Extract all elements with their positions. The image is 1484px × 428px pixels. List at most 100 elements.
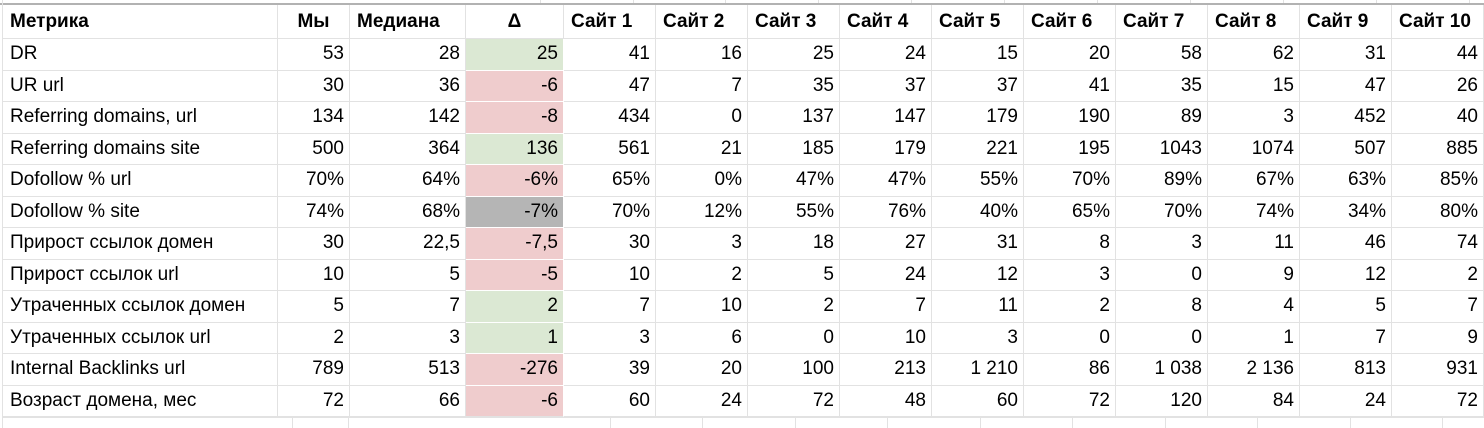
column-header-cell[interactable]: Сайт 10 xyxy=(1392,5,1484,39)
site-value-cell[interactable]: 1 xyxy=(1208,322,1300,354)
column-header-cell[interactable]: Сайт 1 xyxy=(564,5,656,39)
site-value-cell[interactable]: 4 xyxy=(1208,291,1300,323)
site-value-cell[interactable]: 26 xyxy=(1392,70,1484,102)
site-value-cell[interactable]: 15 xyxy=(1208,70,1300,102)
us-value-cell[interactable]: 30 xyxy=(278,70,350,102)
site-value-cell[interactable]: 20 xyxy=(656,354,748,386)
site-value-cell[interactable]: 85% xyxy=(1392,165,1484,197)
column-header-cell[interactable]: Сайт 4 xyxy=(840,5,932,39)
site-value-cell[interactable]: 221 xyxy=(932,133,1024,165)
site-value-cell[interactable]: 0 xyxy=(1116,322,1208,354)
metric-label-cell[interactable]: Dofollow % site xyxy=(3,196,278,228)
site-value-cell[interactable]: 15 xyxy=(932,39,1024,71)
column-header-cell[interactable]: Сайт 7 xyxy=(1116,5,1208,39)
site-value-cell[interactable]: 7 xyxy=(1300,322,1392,354)
site-value-cell[interactable]: 55% xyxy=(932,165,1024,197)
site-value-cell[interactable]: 0% xyxy=(656,165,748,197)
site-value-cell[interactable]: 1 038 xyxy=(1116,354,1208,386)
delta-cell[interactable]: -6 xyxy=(466,70,564,102)
site-value-cell[interactable]: 12% xyxy=(656,196,748,228)
site-value-cell[interactable]: 8 xyxy=(1024,228,1116,260)
site-value-cell[interactable]: 24 xyxy=(840,259,932,291)
site-value-cell[interactable]: 1 210 xyxy=(932,354,1024,386)
column-header-cell[interactable]: Сайт 8 xyxy=(1208,5,1300,39)
median-value-cell[interactable]: 5 xyxy=(350,259,466,291)
us-value-cell[interactable]: 134 xyxy=(278,102,350,134)
site-value-cell[interactable]: 434 xyxy=(564,102,656,134)
median-value-cell[interactable]: 22,5 xyxy=(350,228,466,260)
site-value-cell[interactable]: 44 xyxy=(1392,39,1484,71)
metric-label-cell[interactable]: UR url xyxy=(3,70,278,102)
site-value-cell[interactable]: 72 xyxy=(1024,385,1116,417)
median-value-cell[interactable]: 64% xyxy=(350,165,466,197)
site-value-cell[interactable]: 507 xyxy=(1300,133,1392,165)
us-value-cell[interactable]: 2 xyxy=(278,322,350,354)
column-header-cell[interactable]: Метрика xyxy=(3,5,278,39)
metric-label-cell[interactable]: Referring domains, url xyxy=(3,102,278,134)
site-value-cell[interactable]: 12 xyxy=(1300,259,1392,291)
delta-cell[interactable]: 2 xyxy=(466,291,564,323)
site-value-cell[interactable]: 35 xyxy=(1116,70,1208,102)
site-value-cell[interactable]: 120 xyxy=(1116,385,1208,417)
site-value-cell[interactable]: 40% xyxy=(932,196,1024,228)
site-value-cell[interactable]: 65% xyxy=(1024,196,1116,228)
site-value-cell[interactable]: 5 xyxy=(1300,291,1392,323)
site-value-cell[interactable]: 2 xyxy=(656,259,748,291)
site-value-cell[interactable]: 179 xyxy=(840,133,932,165)
site-value-cell[interactable]: 9 xyxy=(1208,259,1300,291)
site-value-cell[interactable]: 7 xyxy=(1392,291,1484,323)
median-value-cell[interactable]: 36 xyxy=(350,70,466,102)
site-value-cell[interactable]: 60 xyxy=(932,385,1024,417)
site-value-cell[interactable]: 2 136 xyxy=(1208,354,1300,386)
site-value-cell[interactable]: 2 xyxy=(1024,291,1116,323)
us-value-cell[interactable]: 30 xyxy=(278,228,350,260)
site-value-cell[interactable]: 137 xyxy=(748,102,840,134)
site-value-cell[interactable]: 47% xyxy=(748,165,840,197)
site-value-cell[interactable]: 10 xyxy=(840,322,932,354)
site-value-cell[interactable]: 0 xyxy=(656,102,748,134)
median-value-cell[interactable]: 364 xyxy=(350,133,466,165)
site-value-cell[interactable]: 37 xyxy=(932,70,1024,102)
column-header-cell[interactable]: Δ xyxy=(466,5,564,39)
metric-label-cell[interactable]: Возраст домена, мес xyxy=(3,385,278,417)
us-value-cell[interactable]: 74% xyxy=(278,196,350,228)
site-value-cell[interactable]: 70% xyxy=(564,196,656,228)
metric-label-cell[interactable]: Referring domains site xyxy=(3,133,278,165)
median-value-cell[interactable]: 7 xyxy=(350,291,466,323)
delta-cell[interactable]: 136 xyxy=(466,133,564,165)
delta-cell[interactable]: -7,5 xyxy=(466,228,564,260)
site-value-cell[interactable]: 561 xyxy=(564,133,656,165)
site-value-cell[interactable]: 63% xyxy=(1300,165,1392,197)
us-value-cell[interactable]: 789 xyxy=(278,354,350,386)
site-value-cell[interactable]: 10 xyxy=(656,291,748,323)
site-value-cell[interactable]: 7 xyxy=(656,70,748,102)
site-value-cell[interactable]: 70% xyxy=(1024,165,1116,197)
site-value-cell[interactable]: 9 xyxy=(1392,322,1484,354)
median-value-cell[interactable]: 513 xyxy=(350,354,466,386)
site-value-cell[interactable]: 84 xyxy=(1208,385,1300,417)
site-value-cell[interactable]: 885 xyxy=(1392,133,1484,165)
delta-cell[interactable]: 1 xyxy=(466,322,564,354)
site-value-cell[interactable]: 1074 xyxy=(1208,133,1300,165)
site-value-cell[interactable]: 11 xyxy=(1208,228,1300,260)
site-value-cell[interactable]: 6 xyxy=(656,322,748,354)
site-value-cell[interactable]: 70% xyxy=(1116,196,1208,228)
column-header-cell[interactable]: Сайт 9 xyxy=(1300,5,1392,39)
median-value-cell[interactable]: 66 xyxy=(350,385,466,417)
site-value-cell[interactable]: 47 xyxy=(564,70,656,102)
site-value-cell[interactable]: 62 xyxy=(1208,39,1300,71)
delta-cell[interactable]: -5 xyxy=(466,259,564,291)
site-value-cell[interactable]: 7 xyxy=(564,291,656,323)
site-value-cell[interactable]: 3 xyxy=(564,322,656,354)
column-header-cell[interactable]: Медиана xyxy=(350,5,466,39)
site-value-cell[interactable]: 3 xyxy=(656,228,748,260)
site-value-cell[interactable]: 72 xyxy=(1392,385,1484,417)
delta-cell[interactable]: -6 xyxy=(466,385,564,417)
delta-cell[interactable]: 25 xyxy=(466,39,564,71)
median-value-cell[interactable]: 28 xyxy=(350,39,466,71)
site-value-cell[interactable]: 31 xyxy=(932,228,1024,260)
site-value-cell[interactable]: 27 xyxy=(840,228,932,260)
site-value-cell[interactable]: 21 xyxy=(656,133,748,165)
site-value-cell[interactable]: 31 xyxy=(1300,39,1392,71)
site-value-cell[interactable]: 12 xyxy=(932,259,1024,291)
